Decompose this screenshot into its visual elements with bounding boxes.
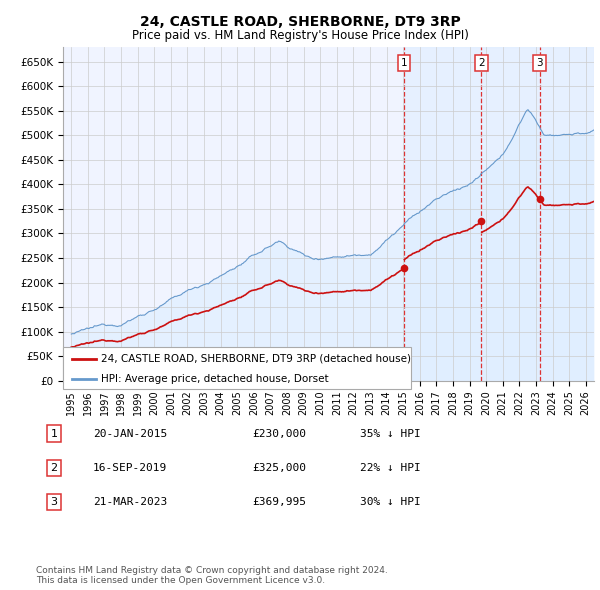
Text: 30% ↓ HPI: 30% ↓ HPI bbox=[360, 497, 421, 507]
Text: 3: 3 bbox=[50, 497, 58, 507]
Text: 21-MAR-2023: 21-MAR-2023 bbox=[93, 497, 167, 507]
Text: 16-SEP-2019: 16-SEP-2019 bbox=[93, 463, 167, 473]
Text: £369,995: £369,995 bbox=[252, 497, 306, 507]
Text: 3: 3 bbox=[536, 58, 543, 68]
Text: 2: 2 bbox=[50, 463, 58, 473]
Text: Price paid vs. HM Land Registry's House Price Index (HPI): Price paid vs. HM Land Registry's House … bbox=[131, 30, 469, 42]
Text: 35% ↓ HPI: 35% ↓ HPI bbox=[360, 429, 421, 438]
Text: 2: 2 bbox=[478, 58, 485, 68]
Text: 1: 1 bbox=[401, 58, 407, 68]
Text: £325,000: £325,000 bbox=[252, 463, 306, 473]
Bar bbox=[404, 47, 594, 381]
Text: 24, CASTLE ROAD, SHERBORNE, DT9 3RP: 24, CASTLE ROAD, SHERBORNE, DT9 3RP bbox=[140, 15, 460, 29]
Text: £230,000: £230,000 bbox=[252, 429, 306, 438]
Text: 1: 1 bbox=[50, 429, 58, 438]
Text: 24, CASTLE ROAD, SHERBORNE, DT9 3RP (detached house): 24, CASTLE ROAD, SHERBORNE, DT9 3RP (det… bbox=[101, 354, 411, 364]
Text: 20-JAN-2015: 20-JAN-2015 bbox=[93, 429, 167, 438]
Text: Contains HM Land Registry data © Crown copyright and database right 2024.
This d: Contains HM Land Registry data © Crown c… bbox=[36, 566, 388, 585]
Text: 22% ↓ HPI: 22% ↓ HPI bbox=[360, 463, 421, 473]
Text: HPI: Average price, detached house, Dorset: HPI: Average price, detached house, Dors… bbox=[101, 374, 328, 384]
